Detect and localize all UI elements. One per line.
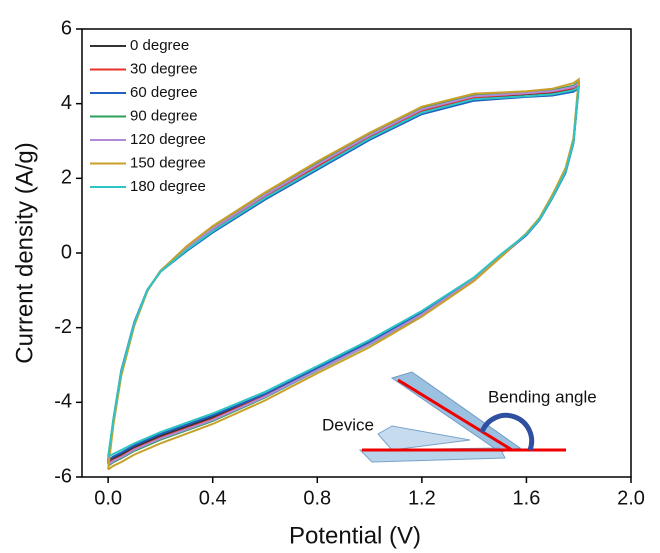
device-base bbox=[377, 425, 471, 451]
legend-label: 150 degree bbox=[130, 154, 206, 171]
x-tick-label: 0.4 bbox=[199, 487, 227, 509]
series-line bbox=[107, 84, 580, 458]
y-tick-label: -4 bbox=[54, 391, 72, 413]
annotation: Device bbox=[322, 415, 374, 434]
angle-arc bbox=[479, 412, 535, 451]
legend-label: 180 degree bbox=[130, 178, 206, 195]
annotation: Bending angle bbox=[488, 387, 597, 406]
legend-label: 120 degree bbox=[130, 131, 206, 148]
y-tick-label: 0 bbox=[61, 241, 72, 263]
bend-line bbox=[397, 378, 513, 452]
y-tick-label: 2 bbox=[61, 167, 72, 189]
x-tick-label: 0.0 bbox=[94, 487, 122, 509]
legend-label: 90 degree bbox=[130, 107, 198, 124]
x-axis-label: Potential (V) bbox=[289, 522, 421, 549]
y-axis-label: Current density (A/g) bbox=[11, 142, 38, 363]
x-tick-label: 2.0 bbox=[617, 487, 645, 509]
legend-label: 30 degree bbox=[130, 60, 198, 77]
device-upper bbox=[390, 371, 522, 453]
y-tick-label: -6 bbox=[54, 465, 72, 487]
x-tick-label: 1.6 bbox=[513, 487, 541, 509]
x-tick-label: 0.8 bbox=[303, 487, 331, 509]
inset-device bbox=[358, 371, 566, 463]
y-tick-label: 4 bbox=[61, 92, 72, 114]
x-tick-label: 1.2 bbox=[408, 487, 436, 509]
legend-label: 60 degree bbox=[130, 84, 198, 101]
legend-label: 0 degree bbox=[130, 37, 189, 54]
y-tick-label: -2 bbox=[54, 316, 72, 338]
y-tick-label: 6 bbox=[61, 17, 72, 39]
